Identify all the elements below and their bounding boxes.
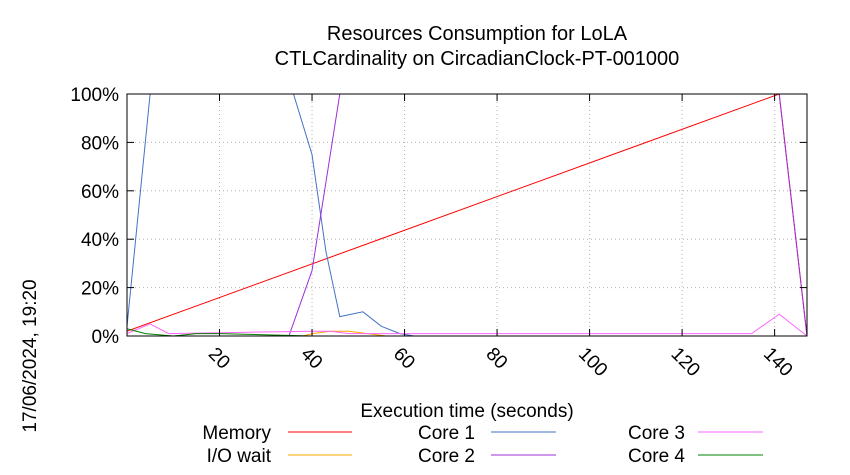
y-tick-label: 40%: [81, 230, 119, 251]
y-tick-label: 80%: [81, 133, 119, 154]
legend-label-memory: Memory: [202, 423, 271, 444]
x-axis-label: Execution time (seconds): [360, 401, 573, 422]
y-tick-label: 0%: [92, 327, 120, 348]
legend-label-core-3: Core 3: [628, 423, 685, 444]
series-line-core-3: [126, 313, 808, 337]
y-axis-ticks: 0% 20% 40% 60% 80% 100%: [70, 85, 807, 348]
y-tick-label: 60%: [81, 182, 119, 203]
legend-label-core-2: Core 2: [418, 446, 475, 467]
chart-subtitle: CTLCardinality on CircadianClock-PT-0010…: [275, 48, 680, 70]
legend-label-core-4: Core 4: [628, 446, 685, 467]
grid: [127, 94, 807, 336]
y-tick-label: 100%: [70, 85, 119, 106]
legend-label-core-1: Core 1: [418, 423, 475, 444]
chart-title: Resources Consumption for LoLA: [327, 23, 628, 45]
y-tick-label: 20%: [81, 279, 119, 300]
legend-label-i-o-wait: I/O wait: [207, 446, 272, 467]
timestamp-label: 17/06/2024, 19:20: [20, 279, 41, 432]
plot-frame: [126, 93, 808, 337]
